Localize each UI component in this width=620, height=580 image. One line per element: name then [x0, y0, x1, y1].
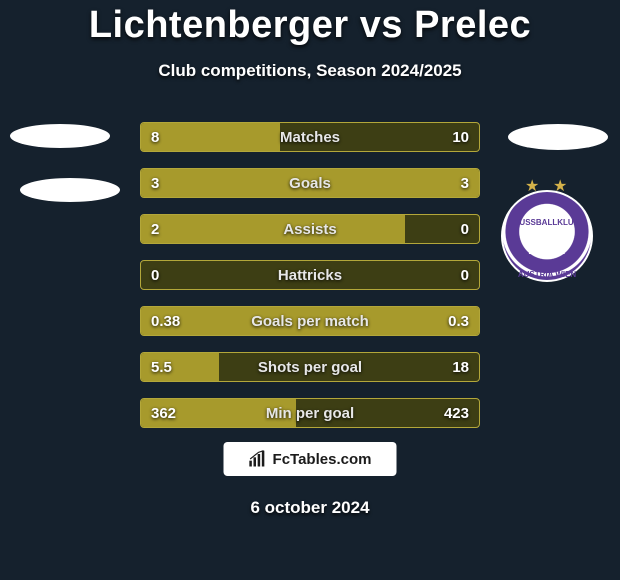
- stat-label: Hattricks: [141, 261, 479, 289]
- crest-top-text: FUSSBALLKLUB: [503, 218, 591, 227]
- stat-label: Shots per goal: [141, 353, 479, 381]
- player2-photo-placeholder: [508, 124, 608, 150]
- stat-row: 20Assists: [140, 214, 480, 244]
- stat-row: 5.518Shots per goal: [140, 352, 480, 382]
- stat-label: Goals: [141, 169, 479, 197]
- page-title: Lichtenberger vs Prelec: [0, 0, 620, 47]
- stat-row: 810Matches: [140, 122, 480, 152]
- crest-bottom-text: AUSTRIA WIEN: [503, 270, 591, 279]
- stat-row: 00Hattricks: [140, 260, 480, 290]
- stat-label: Goals per match: [141, 307, 479, 335]
- player2-club-crest: ★ ★ FUSSBALLKLUB FAK AUSTRIA WIEN: [495, 178, 600, 283]
- stat-label: Min per goal: [141, 399, 479, 427]
- stat-label: Matches: [141, 123, 479, 151]
- crest-center-text: FAK: [503, 237, 591, 260]
- stat-label: Assists: [141, 215, 479, 243]
- stat-row: 0.380.3Goals per match: [140, 306, 480, 336]
- brand-text: FcTables.com: [273, 451, 372, 468]
- stat-row: 33Goals: [140, 168, 480, 198]
- bars-icon: [249, 450, 269, 468]
- crest-circle: FUSSBALLKLUB FAK AUSTRIA WIEN: [501, 190, 593, 282]
- stat-row: 362423Min per goal: [140, 398, 480, 428]
- date-label: 6 october 2024: [0, 498, 620, 518]
- comparison-bars: 810Matches 33Goals 20Assists 00Hattricks 0.3…: [140, 122, 480, 444]
- subtitle: Club competitions, Season 2024/2025: [0, 61, 620, 81]
- player1-club-placeholder: [20, 178, 120, 202]
- brand-badge: FcTables.com: [224, 442, 397, 476]
- player1-photo-placeholder: [10, 124, 110, 148]
